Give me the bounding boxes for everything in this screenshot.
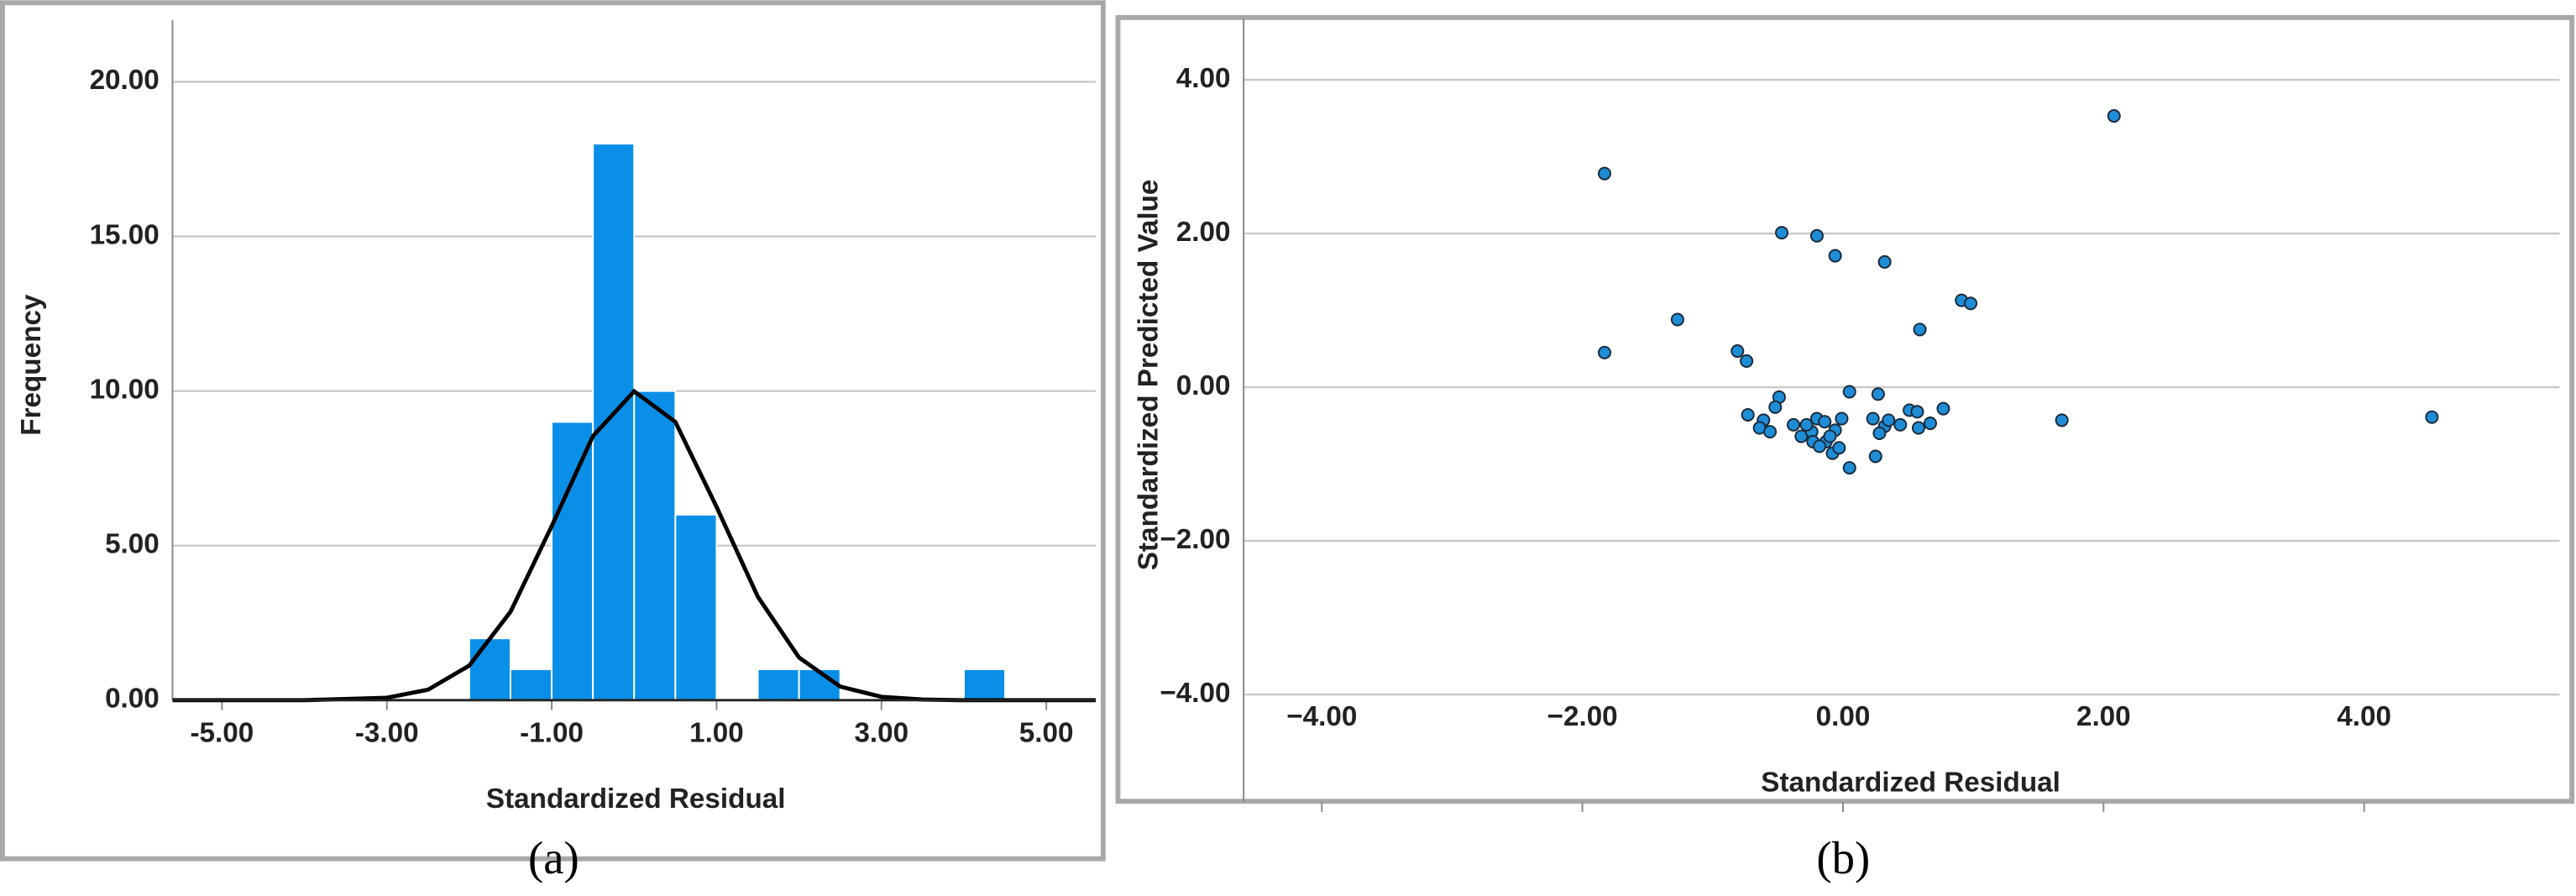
x-tick-label: 2.00 bbox=[2076, 701, 2131, 732]
point bbox=[1936, 401, 1950, 416]
point bbox=[1923, 417, 1937, 431]
y-tick-label: 20.00 bbox=[90, 65, 160, 96]
bar bbox=[468, 637, 511, 701]
y-axis-title: Standardized Predicted Value bbox=[1133, 180, 1164, 571]
point bbox=[1866, 411, 1880, 426]
x-tick-label: 3.00 bbox=[854, 718, 908, 749]
y-axis-title: Frequency bbox=[16, 294, 47, 436]
y-tick-label: 10.00 bbox=[90, 374, 160, 405]
point bbox=[2055, 413, 2069, 427]
bar bbox=[551, 421, 594, 701]
point bbox=[1911, 421, 1925, 435]
point bbox=[1835, 411, 1849, 426]
point bbox=[1799, 417, 1814, 432]
bar bbox=[963, 668, 1007, 701]
point bbox=[1670, 312, 1684, 327]
normal-curve bbox=[172, 388, 1097, 703]
y-tick-label: 5.00 bbox=[105, 529, 160, 560]
point bbox=[1741, 407, 1755, 422]
point bbox=[1910, 405, 1924, 419]
x-tick-label: -1.00 bbox=[520, 718, 584, 749]
point bbox=[1809, 228, 1824, 243]
y-tick-label: 2.00 bbox=[1176, 217, 1231, 248]
point bbox=[1597, 345, 1612, 359]
point bbox=[1828, 249, 1842, 263]
x-axis-title: Standardized Residual bbox=[486, 783, 786, 815]
point bbox=[1842, 385, 1856, 399]
point bbox=[1818, 415, 1832, 429]
point bbox=[2425, 410, 2439, 424]
x-tick-label: 4.00 bbox=[2337, 701, 2391, 732]
point bbox=[1877, 254, 1892, 269]
point bbox=[1842, 461, 1856, 475]
x-tick-label: 5.00 bbox=[1019, 718, 1074, 749]
y-tick-label: 4.00 bbox=[1176, 63, 1231, 94]
point bbox=[2107, 109, 2121, 123]
x-tick-label: 0.00 bbox=[1816, 701, 1871, 732]
y-tick-label: −4.00 bbox=[1160, 678, 1230, 709]
x-tick-label: −4.00 bbox=[1286, 701, 1357, 732]
point bbox=[1882, 413, 1896, 427]
y-tick-label: 15.00 bbox=[90, 219, 160, 250]
point bbox=[1597, 166, 1612, 181]
x-tick-label: -3.00 bbox=[355, 718, 419, 749]
point bbox=[1832, 441, 1846, 455]
bar bbox=[633, 390, 677, 701]
point bbox=[1868, 449, 1882, 464]
panel-frame bbox=[1115, 14, 2575, 804]
point bbox=[1740, 354, 1754, 368]
point bbox=[1913, 322, 1927, 337]
bar bbox=[510, 668, 553, 701]
y-tick-label: −2.00 bbox=[1160, 524, 1230, 555]
point bbox=[1775, 226, 1789, 240]
point bbox=[1763, 425, 1778, 439]
point bbox=[1823, 429, 1837, 443]
point bbox=[1768, 400, 1783, 414]
x-tick-label: 1.00 bbox=[689, 718, 744, 749]
point bbox=[1964, 296, 1978, 311]
point bbox=[1872, 426, 1887, 440]
x-tick-label: -5.00 bbox=[190, 718, 254, 749]
point bbox=[1730, 344, 1745, 359]
x-axis-title: Standardized Residual bbox=[1761, 767, 2060, 798]
bar bbox=[757, 668, 800, 701]
point bbox=[1893, 417, 1908, 432]
point bbox=[1871, 387, 1885, 401]
point bbox=[1813, 439, 1827, 453]
point bbox=[1786, 417, 1801, 432]
bar bbox=[674, 513, 718, 701]
bar bbox=[592, 143, 636, 701]
y-tick-label: 0.00 bbox=[1176, 370, 1231, 401]
caption: (a) bbox=[528, 832, 579, 883]
caption: (b) bbox=[1816, 832, 1870, 883]
x-tick-label: −2.00 bbox=[1547, 701, 1618, 732]
y-tick-label: 0.00 bbox=[105, 684, 160, 715]
